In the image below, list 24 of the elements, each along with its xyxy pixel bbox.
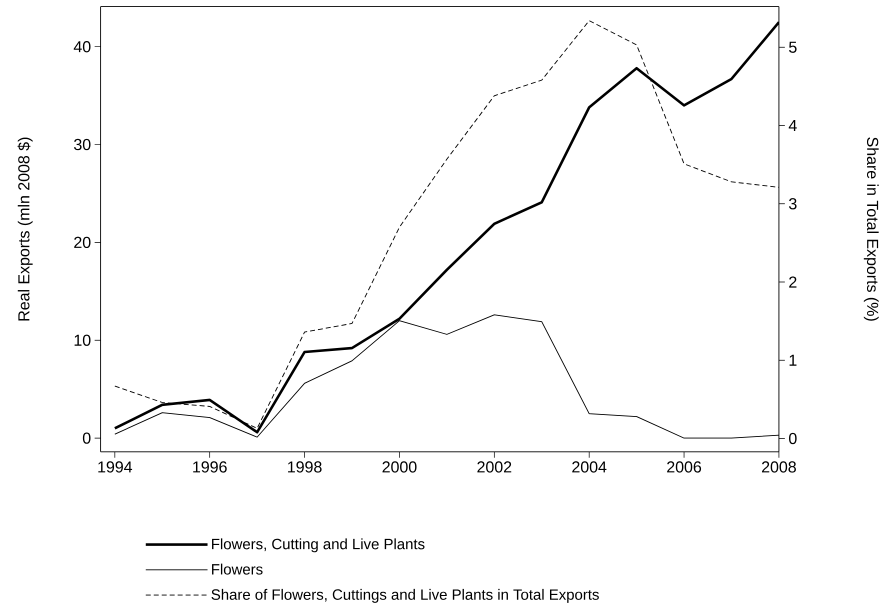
y-tick-label: 0 <box>82 432 91 444</box>
x-tick-label: 2002 <box>477 462 512 473</box>
legend-label: Share of Flowers, Cuttings and Live Plants in Total Exports <box>211 589 599 604</box>
x-tick-label: 2006 <box>667 462 702 473</box>
x-tick-label: 1994 <box>98 462 132 473</box>
y2-tick-label: 4 <box>788 120 797 132</box>
y-axis-title: Real Exports (mln 2008 $) <box>18 138 33 321</box>
y-tick-label: 20 <box>74 236 91 248</box>
x-tick-label: 1996 <box>193 462 227 473</box>
y-tick-label: 30 <box>74 139 91 150</box>
x-tick-label: 2000 <box>382 462 417 473</box>
y-tick-label: 40 <box>74 41 91 53</box>
y-tick-label: 10 <box>74 334 91 346</box>
legend-label: Flowers <box>212 564 263 575</box>
y2-tick-label: 1 <box>790 354 796 366</box>
legend-label: Flowers, Cutting and Live Plants <box>212 538 424 552</box>
y2-tick-label: 2 <box>789 276 796 288</box>
y2-tick-label: 3 <box>788 198 797 210</box>
y2-axis-title: Share in Total Exports (%) <box>864 138 879 321</box>
y2-tick-label: 5 <box>789 42 797 54</box>
y2-tick-label: 0 <box>789 433 797 444</box>
x-tick-label: 1998 <box>288 462 322 473</box>
x-tick-label: 2008 <box>762 462 796 473</box>
x-tick-label: 2004 <box>572 462 606 473</box>
